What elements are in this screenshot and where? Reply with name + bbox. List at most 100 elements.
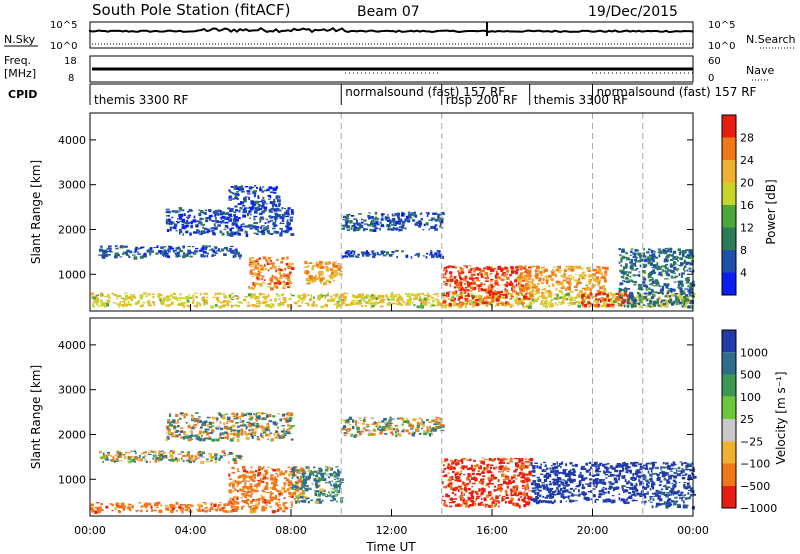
echo-cell [681,283,684,288]
echo-cell [273,282,278,285]
echo-cell [625,266,628,269]
echo-cell [495,291,499,293]
echo-cell [278,271,282,275]
echo-cell [233,220,237,224]
echo-cell [226,232,230,236]
echo-cell [345,250,350,254]
echo-cell [438,220,441,223]
echo-cell [253,260,257,263]
echo-cell [670,263,673,265]
echo-cell [615,292,619,295]
echo-cell [247,225,251,228]
echo-cell [182,455,186,457]
echo-cell [170,458,175,462]
echo-cell [408,213,412,217]
echo-cell [492,290,497,293]
echo-cell [588,293,592,296]
echo-cell [436,300,440,304]
echo-cell [268,420,273,423]
echo-cell [255,469,258,473]
echo-cell [198,416,201,418]
echo-cell [362,427,366,430]
echo-cell [436,250,441,252]
echo-cell [287,222,291,226]
echo-cell [671,293,675,297]
echo-cell [483,298,485,300]
echo-cell [237,468,239,471]
echo-cell [122,252,124,256]
echo-cell [125,294,129,298]
echo-cell [358,302,363,304]
echo-cell [505,458,509,460]
echo-cell [555,287,558,291]
echo-cell [435,212,438,215]
echo-cell [173,507,177,509]
echo-cell [484,296,488,300]
echo-cell [676,269,678,272]
echo-cell [189,232,192,236]
echo-cell [357,293,361,296]
echo-cell [105,250,109,252]
echo-cell [590,288,592,292]
echo-cell [262,466,265,469]
echo-cell [478,271,482,275]
echo-cell [486,277,488,280]
echo-cell [441,227,444,229]
echo-cell [257,481,262,484]
echo-cell [480,274,483,278]
echo-cell [246,231,248,235]
echo-cell [401,423,404,426]
echo-cell [266,425,270,429]
echo-cell [626,266,629,268]
echo-cell [437,254,439,259]
echo-cell [438,254,443,258]
echo-cell [180,213,184,217]
echo-cell [591,284,595,287]
echo-cell [237,251,240,255]
echo-cell [166,426,169,429]
echo-cell [200,427,203,429]
echo-cell [544,268,548,272]
echo-cell [432,212,437,215]
echo-cell [489,292,492,297]
echo-cell [258,467,261,472]
echo-cell [391,430,395,432]
echo-cell [237,482,240,486]
echo-cell [171,420,175,424]
echo-cell [483,283,486,286]
echo-cell [649,262,652,266]
echo-cell [405,215,409,219]
echo-cell [423,303,426,307]
echo-cell [496,291,501,294]
echo-cell [408,423,413,427]
echo-cell [185,422,188,424]
echo-cell [194,457,198,461]
echo-cell [541,266,544,270]
echo-cell [406,294,409,297]
echo-cell [373,421,376,424]
echo-cell [169,450,171,454]
echo-cell [428,228,430,231]
echo-cell [308,283,312,285]
echo-cell [679,295,683,298]
echo-cell [319,470,322,473]
echo-cell [588,301,591,304]
echo-cell [665,249,669,252]
echo-cell [417,220,421,223]
echo-cell [228,196,232,199]
echo-cell [253,232,258,234]
echo-cell [541,271,546,273]
echo-cell [303,495,307,499]
echo-cell [469,467,474,470]
echo-cell [226,302,229,304]
echo-cell [267,293,270,298]
echo-cell [277,504,281,506]
echo-cell [554,293,558,296]
echo-cell [450,297,453,300]
echo-cell [132,254,136,256]
echo-cell [119,301,124,303]
echo-cell [509,294,513,297]
echo-cell [187,424,191,429]
echo-cell [167,434,170,437]
